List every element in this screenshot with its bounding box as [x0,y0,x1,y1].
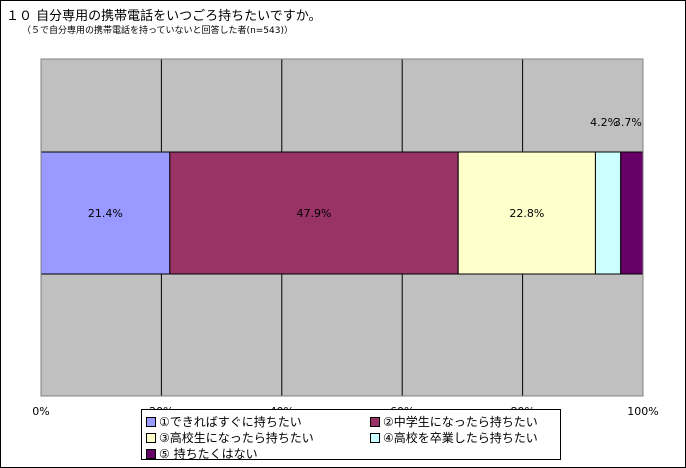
legend-swatch [146,416,156,427]
data-label: 3.7% [614,116,642,129]
legend-swatch [146,432,156,443]
legend-label: ②中学生になったら持ちたい [383,415,538,429]
x-tick-label: 100% [627,405,658,418]
bar-segment-2 [169,151,459,275]
bar-segment-3 [457,151,596,275]
legend-item: ④高校を卒業したら持ちたい [370,429,538,446]
chart-legend: ①できればすぐに持ちたい ②中学生になったら持ちたい ③高校生になったら持ちたい ④高… [141,409,561,462]
bar-segment-1 [40,151,171,275]
data-label: 22.8% [509,207,544,220]
data-label: 4.2% [590,116,618,129]
legend-swatch [370,432,380,443]
legend-item: ①できればすぐに持ちたい [146,413,302,430]
bar-segment-4 [594,151,622,275]
chart-subtitle: （５で自分専用の携帯電話を持っていないと回答した者(n=543)） [22,26,293,36]
legend-item: ③高校生になったら持ちたい [146,429,314,446]
legend-label: ①できればすぐに持ちたい [159,415,302,429]
legend-label: ⑤ 持ちたくはない [159,447,258,461]
data-label: 47.9% [297,207,332,220]
legend-label: ③高校生になったら持ちたい [159,431,314,445]
legend-item: ⑤ 持ちたくはない [146,445,258,462]
legend-swatch [370,416,380,427]
x-tick-label: 0% [32,405,49,418]
legend-item: ②中学生になったら持ちたい [370,413,538,430]
legend-swatch [146,448,156,459]
plot-border [40,58,644,397]
bar-segment-5 [620,151,644,275]
legend-label: ④高校を卒業したら持ちたい [383,431,538,445]
chart-title: １０ 自分専用の携帯電話をいつごろ持ちたいですか。 [6,9,322,24]
data-label: 21.4% [88,207,123,220]
